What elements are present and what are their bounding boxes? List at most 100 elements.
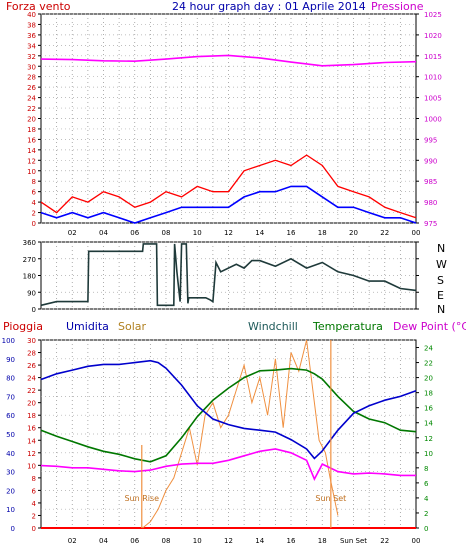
p3-x-tick-3: 08 bbox=[162, 537, 171, 545]
p3-x-tick-7: 16 bbox=[287, 537, 296, 545]
temp-tick-label-10: 20 bbox=[424, 375, 433, 383]
dir-label-w: W bbox=[436, 258, 447, 271]
p3-x-tick-10: 22 bbox=[380, 537, 389, 545]
series-forza-vento bbox=[40, 154, 417, 219]
rain-tick-label-11: 22 bbox=[27, 387, 36, 395]
p1-x-tick-11: 00 bbox=[412, 229, 421, 237]
p3-x-tick-6: 14 bbox=[255, 537, 264, 545]
p3-x-tick-8: 18 bbox=[318, 537, 327, 545]
wind-tick-label-18: 36 bbox=[27, 32, 36, 40]
dir-tick-label-3: 270 bbox=[23, 256, 36, 264]
series-wind-direction bbox=[40, 243, 417, 307]
wind-tick-label-16: 32 bbox=[27, 53, 36, 61]
humidity-tick-label-8: 80 bbox=[6, 375, 15, 383]
temp-tick-label-3: 6 bbox=[424, 480, 429, 488]
rain-tick-label-14: 28 bbox=[27, 350, 36, 358]
temp-tick-label-2: 4 bbox=[424, 495, 429, 503]
wind-tick-label-6: 12 bbox=[27, 157, 36, 165]
dir-tick-label-1: 90 bbox=[27, 289, 36, 297]
humidity-tick-label-4: 40 bbox=[6, 450, 15, 458]
humidity-tick-label-0: 0 bbox=[11, 525, 15, 533]
wind-tick-label-15: 30 bbox=[27, 63, 36, 71]
series-umidita bbox=[40, 359, 417, 460]
wind-tick-label-12: 24 bbox=[27, 95, 36, 103]
humidity-tick-label-9: 90 bbox=[6, 356, 15, 364]
p1-x-tick-1: 04 bbox=[99, 229, 108, 237]
rain-tick-label-0: 0 bbox=[32, 525, 36, 533]
wind-tick-label-7: 14 bbox=[27, 147, 36, 155]
pressure-tick-label-8: 1015 bbox=[424, 53, 442, 61]
temp-tick-label-7: 14 bbox=[424, 420, 433, 428]
series-dew-point bbox=[40, 448, 416, 481]
p3-x-tick-11: 00 bbox=[412, 537, 421, 545]
pressure-tick-label-5: 1000 bbox=[424, 116, 442, 124]
temp-tick-label-1: 2 bbox=[424, 510, 428, 518]
wind-tick-label-19: 38 bbox=[27, 21, 36, 29]
p1-x-tick-9: 20 bbox=[349, 229, 358, 237]
wind-tick-label-4: 8 bbox=[32, 178, 36, 186]
dir-label-n-top: N bbox=[437, 242, 445, 255]
sunrise-label: Sun Rise bbox=[124, 494, 159, 503]
pressure-tick-label-9: 1020 bbox=[424, 32, 442, 40]
wind-tick-label-20: 40 bbox=[27, 11, 36, 19]
series-solar bbox=[142, 339, 339, 529]
wind-tick-label-8: 16 bbox=[27, 136, 36, 144]
wind-tick-label-1: 2 bbox=[32, 210, 36, 218]
rain-tick-label-10: 20 bbox=[27, 400, 36, 408]
humidity-tick-label-5: 50 bbox=[6, 431, 15, 439]
temp-tick-label-0: 0 bbox=[424, 525, 428, 533]
legend-dewpoint: Dew Point (°C) bbox=[393, 320, 466, 333]
temp-tick-label-11: 22 bbox=[424, 360, 433, 368]
pressure-tick-label-6: 1005 bbox=[424, 95, 442, 103]
p1-x-tick-5: 12 bbox=[224, 229, 233, 237]
legend-pioggia: Pioggia bbox=[3, 320, 43, 333]
p3-x-tick-2: 06 bbox=[130, 537, 139, 545]
p1-x-tick-7: 16 bbox=[287, 229, 296, 237]
legend-umidita: Umidita bbox=[66, 320, 109, 333]
series-pressione bbox=[40, 54, 417, 67]
rain-tick-label-12: 24 bbox=[27, 375, 36, 383]
pressure-tick-label-2: 985 bbox=[424, 178, 437, 186]
rain-tick-label-13: 26 bbox=[27, 362, 36, 370]
humidity-tick-label-2: 20 bbox=[6, 487, 15, 495]
chart-title: 24 hour graph day : 01 Aprile 2014 bbox=[172, 0, 366, 13]
rain-tick-label-6: 12 bbox=[27, 450, 36, 458]
dir-tick-label-0: 0 bbox=[32, 306, 36, 314]
pressure-axis-title: Pressione bbox=[371, 0, 424, 13]
dir-label-s: S bbox=[437, 274, 444, 287]
rain-tick-label-5: 10 bbox=[27, 462, 36, 470]
p1-x-tick-6: 14 bbox=[255, 229, 264, 237]
p1-x-tick-0: 02 bbox=[68, 229, 77, 237]
p1-x-tick-3: 08 bbox=[162, 229, 171, 237]
p1-x-tick-4: 10 bbox=[193, 229, 202, 237]
dir-label-n-bottom: N bbox=[437, 303, 445, 316]
pressure-tick-label-0: 975 bbox=[424, 220, 437, 228]
p1-x-tick-2: 06 bbox=[130, 229, 139, 237]
wind-tick-label-11: 22 bbox=[27, 105, 36, 113]
sunset-label: Sun Set bbox=[315, 494, 346, 503]
rain-tick-label-1: 2 bbox=[32, 512, 36, 520]
wind-axis-title: Forza vento bbox=[6, 0, 71, 13]
temp-tick-label-9: 18 bbox=[424, 390, 433, 398]
humidity-tick-label-7: 70 bbox=[6, 393, 15, 401]
wind-tick-label-14: 28 bbox=[27, 74, 36, 82]
p1-x-tick-8: 18 bbox=[318, 229, 327, 237]
dir-tick-label-4: 360 bbox=[23, 239, 36, 247]
temp-tick-label-4: 8 bbox=[424, 465, 428, 473]
p3-x-tick-1: 04 bbox=[99, 537, 108, 545]
p3-x-tick-9: Sun Set bbox=[340, 537, 367, 545]
wind-tick-label-17: 34 bbox=[27, 42, 36, 50]
wind-tick-label-10: 20 bbox=[27, 116, 36, 124]
temp-tick-label-12: 24 bbox=[424, 345, 433, 353]
rain-tick-label-15: 30 bbox=[27, 337, 36, 345]
rain-tick-label-4: 8 bbox=[32, 475, 36, 483]
temp-tick-label-6: 12 bbox=[424, 435, 433, 443]
temp-tick-label-8: 16 bbox=[424, 405, 433, 413]
humidity-tick-label-6: 60 bbox=[6, 412, 15, 420]
wind-tick-label-13: 26 bbox=[27, 84, 36, 92]
rain-tick-label-7: 14 bbox=[27, 437, 36, 445]
legend-solar: Solar bbox=[118, 320, 147, 333]
p1-x-tick-10: 22 bbox=[380, 229, 389, 237]
